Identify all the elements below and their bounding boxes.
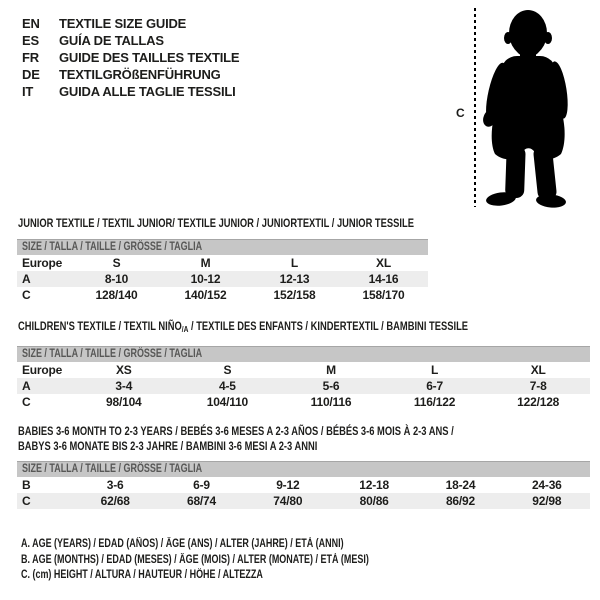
cell: XL	[530, 363, 546, 377]
cell: 140/152	[184, 288, 227, 302]
table-row: B 3-6 6-9 9-12 12-18 18-24 24-36	[17, 477, 590, 493]
cell: 152/158	[273, 288, 316, 302]
cell: 98/104	[106, 395, 142, 409]
cell: 9-12	[276, 478, 300, 492]
size-header-bar: SIZE / TALLA / TAILLE / GRÖSSE / TAGLIA	[17, 346, 590, 362]
height-measure-dotted-line	[474, 8, 476, 207]
row-label: A	[22, 379, 31, 393]
table-row: C 128/140 140/152 152/158 158/170	[17, 287, 428, 303]
table-row: C 98/104 104/110 110/116 116/122 122/128	[17, 394, 590, 410]
cell: 80/86	[359, 494, 389, 508]
row-label: B	[22, 478, 31, 492]
row-label: A	[22, 272, 31, 286]
babies-table-title: BABIES 3-6 MONTH TO 2-3 YEARS / BEBÉS 3-…	[18, 424, 454, 453]
cell: S	[223, 363, 232, 377]
cell: 6-7	[426, 379, 443, 393]
cell: S	[112, 256, 121, 270]
children-size-table: SIZE / TALLA / TAILLE / GRÖSSE / TAGLIA …	[17, 346, 590, 410]
language-label: GUIDA ALLE TAGLIE TESSILI	[59, 84, 236, 99]
cell: 14-16	[368, 272, 399, 286]
junior-table-title: JUNIOR TEXTILE / TEXTIL JUNIOR/ TEXTILE …	[18, 216, 414, 230]
cell: 5-6	[322, 379, 340, 393]
cell: 158/170	[362, 288, 405, 302]
language-code: DE	[22, 67, 40, 82]
cell: 12-18	[359, 478, 389, 492]
size-header-bar: SIZE / TALLA / TAILLE / GRÖSSE / TAGLIA	[17, 461, 590, 477]
cell: 24-36	[531, 478, 562, 492]
cell: 12-13	[279, 272, 310, 286]
cell: 110/116	[310, 395, 352, 409]
row-label: Europe	[22, 256, 63, 270]
language-label: TEXTILGRÖßENFÜHRUNG	[59, 67, 221, 82]
cell: L	[290, 256, 299, 270]
table-row: C 62/68 68/74 74/80 80/86 86/92 92/98	[17, 493, 590, 509]
cell: L	[431, 363, 439, 377]
language-code: EN	[22, 16, 40, 31]
cell: XS	[115, 363, 132, 377]
legend-line-b: B. AGE (MONTHS) / EDAD (MESES) / ÂGE (MO…	[21, 553, 369, 566]
height-measure-label: C	[456, 106, 465, 120]
cell: 8-10	[104, 272, 129, 286]
cell: 104/110	[206, 395, 249, 409]
cell: M	[200, 256, 211, 270]
cell: 3-6	[106, 478, 124, 492]
language-label: GUÍA DE TALLAS	[59, 33, 164, 48]
cell: 6-9	[193, 478, 210, 492]
language-row: FR GUIDE DES TAILLES TEXTILE	[22, 49, 240, 66]
size-header-bar: SIZE / TALLA / TAILLE / GRÖSSE / TAGLIA	[17, 239, 428, 255]
cell: 122/128	[517, 395, 560, 409]
cell: M	[326, 363, 336, 377]
table-row: A 8-10 10-12 12-13 14-16	[17, 271, 428, 287]
row-label: C	[22, 494, 31, 508]
row-label: C	[22, 395, 31, 409]
table-row: A 3-4 4-5 5-6 6-7 7-8	[17, 378, 590, 394]
cell: XL	[376, 256, 391, 270]
legend-line-c: C. (cm) HEIGHT / ALTURA / HAUTEUR / HÖHE…	[21, 569, 263, 581]
cell: 18-24	[445, 478, 476, 492]
baby-silhouette-icon	[483, 10, 568, 208]
language-code: ES	[22, 33, 39, 48]
language-list: EN TEXTILE SIZE GUIDE ES GUÍA DE TALLAS …	[22, 15, 240, 100]
language-row: EN TEXTILE SIZE GUIDE	[22, 15, 239, 32]
cell: 92/98	[532, 494, 562, 508]
measurement-legend: A. AGE (YEARS) / EDAD (AÑOS) / ÂGE (ANS)…	[21, 537, 467, 584]
cell: 4-5	[219, 379, 236, 393]
cell: 3-4	[115, 379, 133, 393]
junior-size-table: SIZE / TALLA / TAILLE / GRÖSSE / TAGLIA …	[17, 239, 428, 303]
cell: 62/68	[100, 494, 130, 508]
language-row: IT GUIDA ALLE TAGLIE TESSILI	[22, 83, 239, 100]
row-label: Europe	[22, 363, 63, 377]
cell: 68/74	[186, 494, 216, 508]
language-label: TEXTILE SIZE GUIDE	[59, 16, 187, 31]
table-row: Europe S M L XL	[17, 255, 428, 271]
language-row: DE TEXTILGRÖßENFÜHRUNG	[22, 66, 239, 83]
cell: 116/122	[413, 395, 456, 409]
cell: 74/80	[273, 494, 303, 508]
row-label: C	[22, 288, 31, 302]
language-row: ES GUÍA DE TALLAS	[22, 32, 239, 49]
cell: 10-12	[190, 272, 221, 286]
language-label: GUIDE DES TAILLES TEXTILE	[59, 50, 240, 65]
language-code: FR	[22, 50, 39, 65]
cell: 86/92	[445, 494, 475, 508]
children-table-title: CHILDREN'S TEXTILE / TEXTIL NIÑO/A / TEX…	[18, 319, 469, 334]
cell: 128/140	[95, 288, 138, 302]
cell: 7-8	[529, 379, 547, 393]
subscript: /A	[181, 324, 189, 334]
table-row: Europe XS S M L XL	[17, 362, 590, 378]
language-code: IT	[22, 84, 34, 99]
legend-line-a: A. AGE (YEARS) / EDAD (AÑOS) / ÂGE (ANS)…	[21, 538, 344, 550]
babies-size-table: SIZE / TALLA / TAILLE / GRÖSSE / TAGLIA …	[17, 461, 590, 509]
